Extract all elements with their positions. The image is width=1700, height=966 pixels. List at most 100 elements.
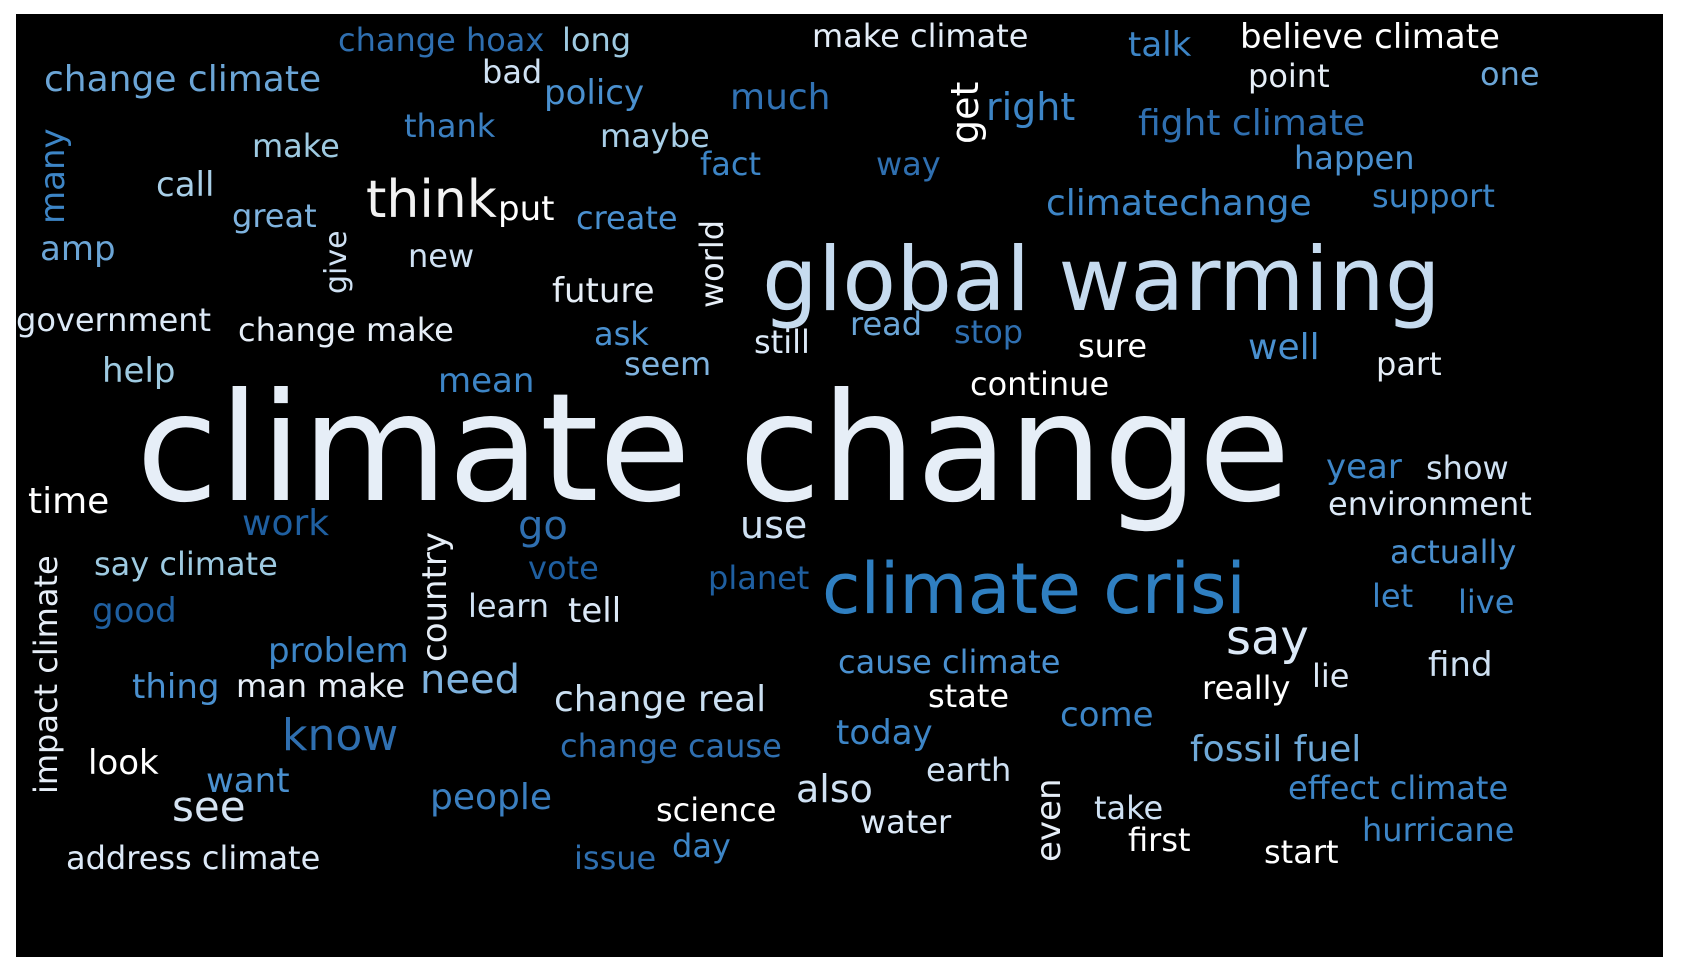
word-much: much: [730, 77, 831, 118]
word-issue: issue: [574, 839, 657, 877]
word-show: show: [1426, 449, 1509, 487]
word-climate-crisi: climate crisi: [822, 548, 1246, 630]
word-give: give: [319, 230, 354, 294]
word-look: look: [88, 743, 159, 783]
word-part: part: [1376, 345, 1442, 383]
word-state: state: [928, 677, 1010, 715]
word-first: first: [1128, 821, 1191, 859]
word-change-real: change real: [554, 679, 767, 720]
word-work: work: [242, 503, 330, 544]
word-even: even: [1029, 778, 1069, 862]
word-today: today: [836, 713, 933, 753]
word-well: well: [1248, 327, 1320, 368]
word-take: take: [1094, 789, 1164, 827]
word-great: great: [232, 197, 317, 235]
word-new: new: [408, 237, 475, 275]
word-say-climate: say climate: [94, 545, 278, 583]
word-long: long: [562, 21, 632, 59]
word-change-hoax: change hoax: [338, 21, 545, 59]
word-put: put: [498, 189, 555, 229]
word-think: think: [366, 170, 497, 230]
word-need: need: [420, 657, 520, 703]
word-impact-climate: impact climate: [27, 555, 65, 794]
word-believe-climate: believe climate: [1240, 17, 1500, 57]
word-hurricane: hurricane: [1362, 811, 1515, 849]
word-thank: thank: [404, 107, 496, 145]
word-get: get: [943, 81, 987, 144]
word-planet: planet: [708, 559, 810, 597]
word-sure: sure: [1078, 327, 1148, 365]
word-one: one: [1480, 55, 1540, 93]
word-know: know: [282, 710, 399, 761]
word-cause-climate: cause climate: [838, 643, 1061, 681]
word-go: go: [518, 503, 568, 549]
word-global-warming: global warming: [762, 228, 1441, 331]
word-amp: amp: [40, 229, 116, 269]
word-world: world: [693, 219, 731, 308]
word-fight-climate: fight climate: [1138, 103, 1366, 144]
word-mean: mean: [438, 361, 535, 401]
word-let: let: [1372, 577, 1414, 615]
word-good: good: [92, 591, 177, 631]
word-science: science: [656, 791, 777, 829]
word-people: people: [430, 777, 553, 818]
word-call: call: [156, 165, 215, 205]
word-climatechange: climatechange: [1046, 183, 1312, 224]
word-still: still: [754, 323, 810, 361]
word-also: also: [796, 767, 873, 811]
word-country: country: [415, 531, 455, 662]
word-talk: talk: [1128, 25, 1192, 65]
word-make-climate: make climate: [812, 17, 1029, 55]
word-want: want: [206, 761, 290, 801]
word-right: right: [986, 85, 1076, 129]
word-many: many: [33, 128, 73, 224]
word-environment: environment: [1328, 485, 1532, 523]
word-earth: earth: [926, 751, 1012, 789]
word-come: come: [1060, 695, 1154, 735]
word-future: future: [552, 271, 655, 311]
word-use: use: [740, 503, 808, 547]
word-way: way: [876, 145, 941, 183]
word-find: find: [1428, 645, 1493, 685]
word-address-climate: address climate: [66, 839, 321, 877]
word-actually: actually: [1390, 533, 1517, 571]
word-support: support: [1372, 177, 1495, 215]
word-happen: happen: [1294, 139, 1415, 177]
word-live: live: [1458, 583, 1515, 621]
word-change-climate: change climate: [44, 59, 322, 100]
word-maybe: maybe: [600, 117, 710, 155]
word-government: government: [16, 301, 212, 339]
word-tell: tell: [568, 591, 622, 631]
word-lie: lie: [1312, 657, 1350, 695]
word-learn: learn: [468, 587, 550, 625]
word-fact: fact: [700, 145, 762, 183]
word-say: say: [1226, 610, 1309, 666]
word-time: time: [28, 481, 110, 522]
word-seem: seem: [624, 345, 712, 383]
word-continue: continue: [970, 365, 1110, 403]
word-create: create: [576, 199, 678, 237]
word-start: start: [1264, 833, 1339, 871]
word-effect-climate: effect climate: [1288, 769, 1509, 807]
word-really: really: [1202, 669, 1291, 707]
word-policy: policy: [544, 73, 645, 113]
word-ask: ask: [594, 315, 649, 353]
word-year: year: [1326, 447, 1402, 487]
word-point: point: [1248, 57, 1330, 95]
word-vote: vote: [528, 549, 599, 587]
word-help: help: [102, 351, 176, 391]
word-stop: stop: [954, 313, 1024, 351]
word-climate-change: climate change: [136, 362, 1291, 536]
word-fossil-fuel: fossil fuel: [1190, 729, 1362, 770]
word-cloud: climate change global warming climate cris…: [16, 14, 1663, 957]
word-bad: bad: [482, 53, 543, 91]
word-see: see: [172, 782, 246, 831]
word-water: water: [860, 803, 952, 841]
word-make: make: [252, 127, 340, 165]
word-man-make: man make: [236, 667, 406, 705]
word-problem: problem: [268, 631, 409, 671]
word-change-cause: change cause: [560, 727, 782, 765]
word-change-make: change make: [238, 311, 454, 349]
word-thing: thing: [132, 667, 220, 707]
word-read: read: [850, 305, 923, 343]
